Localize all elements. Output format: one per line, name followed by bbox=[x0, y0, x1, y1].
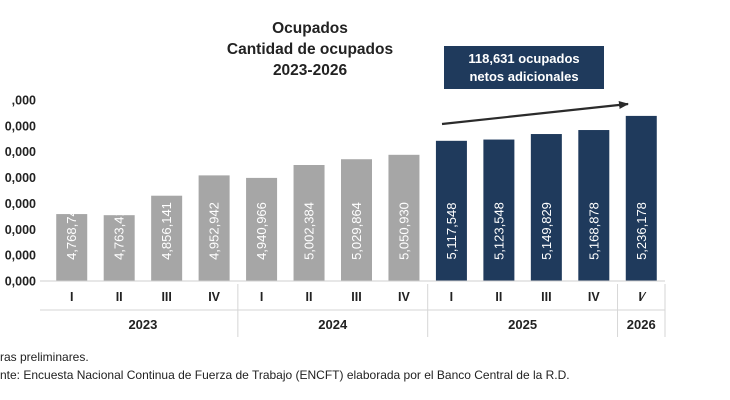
y-tick-label: 0,000 bbox=[5, 119, 36, 133]
quarter-label: II bbox=[495, 290, 502, 304]
value-label-8: 5,050,930 bbox=[396, 202, 411, 260]
chart-title: Ocupados Cantidad de ocupados 2023-2026 bbox=[170, 18, 450, 81]
bar-2 bbox=[103, 215, 135, 281]
bar-12 bbox=[578, 130, 610, 281]
value-label-3: 4,856,141 bbox=[159, 202, 174, 260]
quarter-label: III bbox=[161, 290, 171, 304]
callout-line-2: netos adicionales bbox=[469, 68, 579, 84]
value-label-2: 4,763,412 bbox=[112, 202, 127, 260]
value-labels-group: 4,768,740 4,763,412 4,856,141 4,952,942 4,94… bbox=[64, 202, 649, 260]
callout-line-1: 118,631 ocupados bbox=[468, 50, 580, 66]
year-label-2025: 2025 bbox=[508, 317, 537, 332]
bar-3 bbox=[151, 195, 183, 281]
bar-7 bbox=[341, 159, 372, 281]
footnotes: ras preliminares. nte: Encuesta Nacional… bbox=[0, 348, 570, 384]
year-label-2026: 2026 bbox=[627, 317, 656, 332]
bar-6 bbox=[293, 164, 325, 281]
quarter-label: I bbox=[70, 290, 73, 304]
title-line-1: Ocupados bbox=[272, 20, 348, 37]
quarter-label: I bbox=[450, 290, 453, 304]
quarter-label: III bbox=[351, 290, 361, 304]
value-label-7: 5,029,864 bbox=[349, 202, 364, 260]
y-tick-label: 0,000 bbox=[5, 223, 36, 237]
value-label-1: 4,768,740 bbox=[64, 202, 79, 260]
title-line-2: Cantidad de ocupados bbox=[226, 41, 394, 58]
bar-11 bbox=[530, 134, 562, 281]
value-label-11: 5,149,829 bbox=[539, 202, 554, 260]
bar-9 bbox=[435, 140, 467, 281]
y-axis: ,000 0,000 0,000 0,000 0,000 0,000 0,000 0,000 bbox=[5, 94, 36, 289]
footnote-preliminary: ras preliminares. bbox=[0, 350, 89, 364]
annotation-callout: 118,631 ocupados netos adicionales bbox=[444, 46, 604, 89]
footnote-source: nte: Encuesta Nacional Continua de Fuerz… bbox=[0, 368, 570, 382]
quarter-label: II bbox=[116, 290, 123, 304]
y-tick-label: 0,000 bbox=[5, 171, 36, 185]
year-label-2024: 2024 bbox=[318, 317, 348, 332]
value-label-9: 5,117,548 bbox=[444, 203, 459, 260]
bar-8 bbox=[388, 154, 420, 281]
bar-10 bbox=[483, 139, 515, 281]
value-label-5: 4,940,966 bbox=[254, 202, 269, 260]
value-label-12: 5,168,878 bbox=[586, 202, 601, 260]
year-label-2023: 2023 bbox=[128, 317, 157, 332]
bar-chart: ,0000,0000,0000,0000,0000,0000,0000,000 … bbox=[5, 94, 666, 337]
quarter-label: IV bbox=[208, 290, 220, 304]
quarter-label: IV bbox=[398, 290, 410, 304]
y-tick-label: 0,000 bbox=[5, 145, 36, 159]
trend-arrow bbox=[441, 100, 629, 126]
quarter-label: I⁄ bbox=[638, 290, 646, 304]
bar-13 bbox=[625, 115, 657, 281]
y-tick-label: 0,000 bbox=[5, 197, 36, 211]
quarter-label: I bbox=[260, 290, 263, 304]
value-label-10: 5,123,548 bbox=[491, 202, 506, 260]
value-label-6: 5,002,384 bbox=[302, 202, 317, 260]
y-tick-label: 0,000 bbox=[5, 275, 36, 289]
value-label-4: 4,952,942 bbox=[207, 202, 222, 260]
bars-group bbox=[56, 115, 657, 281]
value-label-13: 5,236,178 bbox=[634, 202, 649, 260]
quarter-label: III bbox=[541, 290, 551, 304]
x-axis: I II III IV I II III IV I II III IV I⁄2023 2024 2025 20… bbox=[40, 280, 666, 337]
bar-4 bbox=[198, 175, 230, 281]
y-tick-label: 0,000 bbox=[5, 249, 36, 263]
quarter-label: II bbox=[306, 290, 313, 304]
bar-5 bbox=[246, 177, 278, 281]
bar-1 bbox=[56, 214, 88, 281]
y-tick-label: ,000 bbox=[12, 94, 36, 108]
quarter-label: IV bbox=[588, 290, 600, 304]
title-line-3: 2023-2026 bbox=[272, 62, 348, 79]
